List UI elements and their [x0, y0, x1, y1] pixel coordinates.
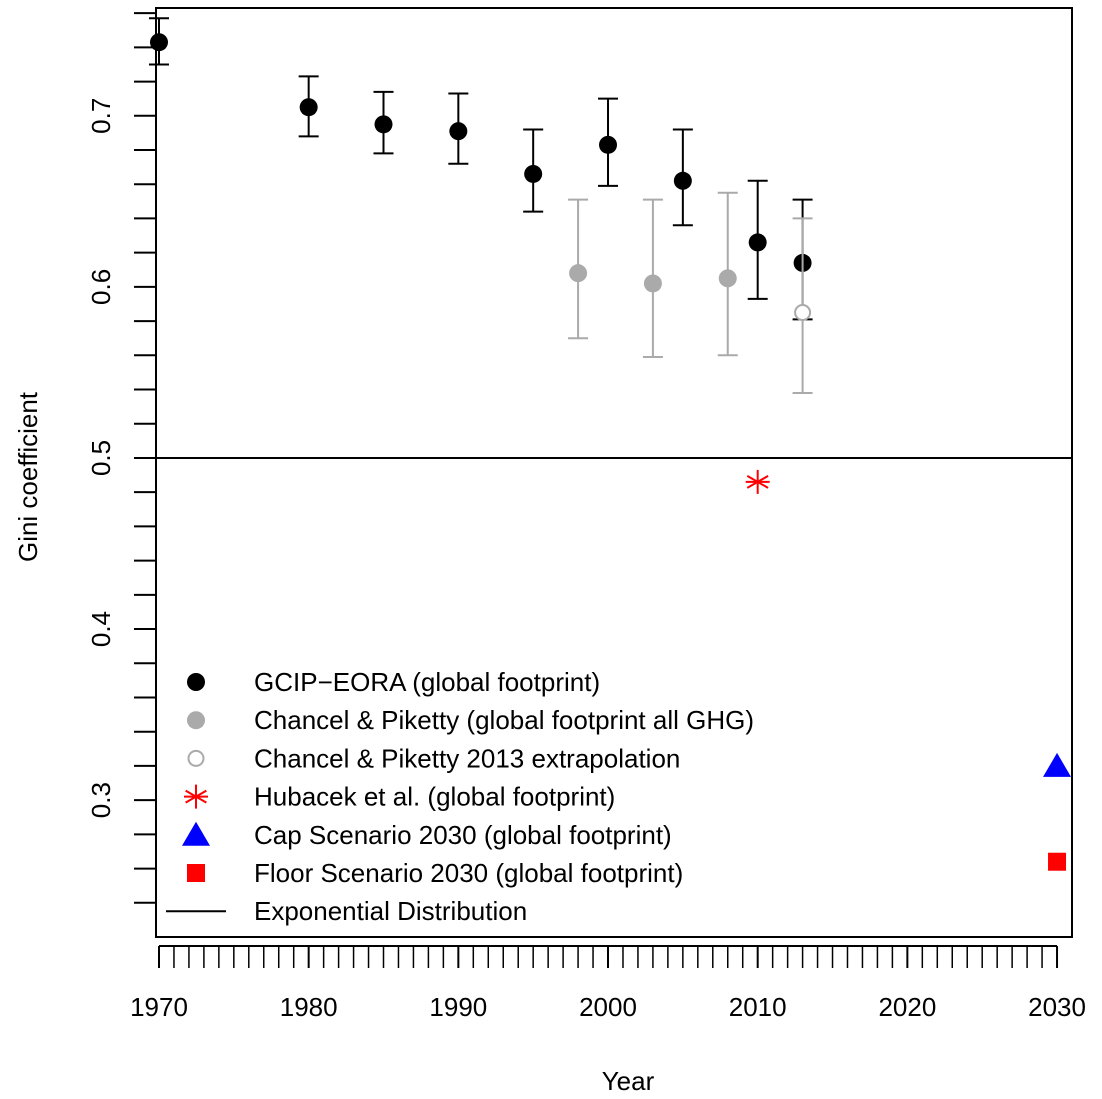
- x-tick-label: 2020: [878, 992, 936, 1022]
- data-point: [449, 122, 468, 141]
- legend-label: GCIP−EORA (global footprint): [254, 667, 600, 697]
- data-point: [794, 304, 812, 322]
- data-point: [1048, 852, 1067, 871]
- legend-label: Chancel & Piketty (global footprint all …: [254, 705, 754, 735]
- data-point: [299, 98, 318, 117]
- legend-item: Exponential Distribution: [166, 896, 527, 926]
- legend-item: Hubacek et al. (global footprint): [184, 782, 615, 812]
- data-point: [643, 274, 662, 293]
- data-point: [673, 171, 692, 190]
- x-tick-label: 1980: [280, 992, 338, 1022]
- legend-label: Hubacek et al. (global footprint): [254, 782, 615, 812]
- data-point: [745, 469, 770, 494]
- legend-item: Floor Scenario 2030 (global footprint): [187, 858, 683, 888]
- x-tick-label: 2030: [1028, 992, 1086, 1022]
- series-0: [148, 17, 813, 321]
- series-4: [1043, 752, 1072, 777]
- legend-label: Exponential Distribution: [254, 896, 527, 926]
- series-5: [1048, 852, 1067, 871]
- x-axis-title: Year: [602, 1066, 655, 1096]
- legend-item: GCIP−EORA (global footprint): [187, 667, 600, 697]
- legend-swatch: [187, 864, 205, 882]
- legend-swatch: [184, 784, 208, 809]
- data-point: [599, 135, 618, 154]
- y-axis-title: Gini coefficient: [13, 391, 43, 562]
- legend-swatch: [187, 673, 205, 691]
- series-3: [745, 469, 770, 494]
- axes-layer: 1970 1980 1990 2000 2010 2020 2030 0.3 0.4 0.5 0.6…: [86, 7, 1086, 1022]
- x-tick-label: 2000: [579, 992, 637, 1022]
- series-2: [792, 217, 813, 394]
- legend-swatch: [187, 711, 205, 730]
- x-tick-label: 2010: [729, 992, 787, 1022]
- x-tick-label: 1970: [130, 992, 188, 1022]
- y-tick-label: 0.3: [86, 782, 116, 818]
- data-point: [748, 233, 767, 252]
- y-tick-label: 0.6: [86, 269, 116, 305]
- y-tick-label: 0.5: [86, 440, 116, 476]
- legend-item: Chancel & Piketty (global footprint all …: [187, 705, 754, 735]
- legend: GCIP−EORA (global footprint) Chancel & Pi…: [166, 667, 754, 926]
- data-point: [718, 269, 737, 288]
- legend-label: Cap Scenario 2030 (global footprint): [254, 820, 672, 850]
- data-point: [374, 115, 393, 134]
- legend-label: Floor Scenario 2030 (global footprint): [254, 858, 683, 888]
- legend-swatch: [187, 749, 205, 767]
- data-point: [1043, 752, 1072, 777]
- x-tick-label: 1990: [429, 992, 487, 1022]
- legend-item: Chancel & Piketty 2013 extrapolation: [187, 743, 680, 773]
- data-point: [569, 264, 588, 283]
- y-tick-label: 0.4: [86, 611, 116, 647]
- legend-swatch: [182, 821, 210, 846]
- y-tick-label: 0.7: [86, 98, 116, 134]
- legend-item: Cap Scenario 2030 (global footprint): [182, 820, 672, 850]
- series-1: [568, 191, 738, 359]
- data-point: [149, 33, 168, 52]
- data-point: [524, 164, 543, 183]
- legend-label: Chancel & Piketty 2013 extrapolation: [254, 743, 680, 773]
